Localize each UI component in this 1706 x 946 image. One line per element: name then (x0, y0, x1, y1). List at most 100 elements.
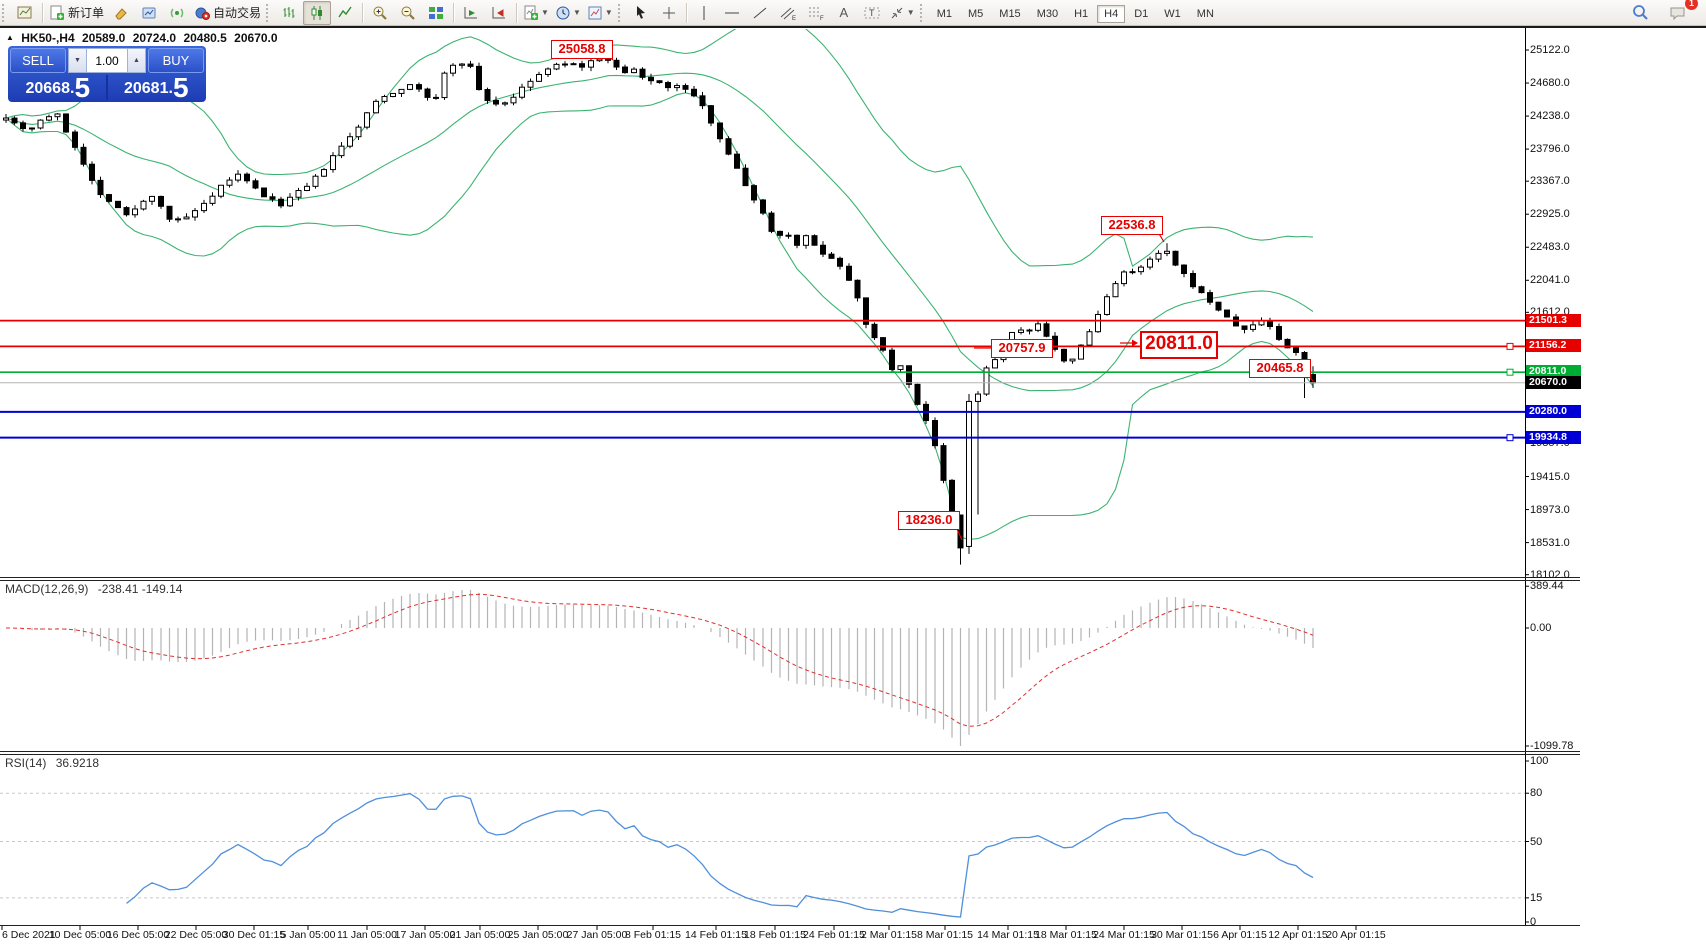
y-axis-tick: 18973.0 (1530, 503, 1570, 516)
sell-price-dot: . (69, 80, 75, 97)
auto-scroll-icon[interactable] (457, 1, 485, 25)
price-callout-22536.8[interactable]: 22536.8 (1101, 216, 1163, 235)
timeframe-D1[interactable]: D1 (1134, 7, 1149, 20)
timeframe-MN[interactable]: MN (1196, 7, 1214, 20)
horizontal-line-tool[interactable] (718, 1, 746, 25)
signals-icon[interactable] (163, 1, 191, 25)
eraser-icon[interactable] (107, 1, 135, 25)
svg-text:E: E (792, 16, 796, 21)
volume-increase-button[interactable]: ▲ (127, 48, 146, 73)
y-axis-tick: 22483.0 (1530, 241, 1570, 254)
buy-price-dot: . (168, 80, 173, 97)
trendline-tool[interactable] (746, 1, 774, 25)
timeframe-M30[interactable]: M30 (1036, 7, 1059, 20)
y-axis-tick: 24238.0 (1530, 110, 1570, 123)
rsi-axis-tick: 15 (1530, 891, 1543, 904)
time-axis-label: 12 Apr 01:15 (1268, 929, 1328, 941)
price-callout-20811.0[interactable]: 20811.0 (1140, 331, 1218, 359)
hline-handle-21156.2[interactable] (1506, 342, 1514, 350)
timeframe-M5[interactable]: M5 (968, 7, 984, 20)
hline-handle-20811.0[interactable] (1506, 368, 1514, 376)
volume-decrease-button[interactable]: ▼ (68, 48, 87, 73)
timeframe-H4[interactable]: H4 (1097, 4, 1126, 23)
chart-shift-icon[interactable] (485, 1, 513, 25)
timeframe-M15[interactable]: M15 (999, 7, 1021, 20)
text-label-tool[interactable]: T (858, 1, 886, 25)
price-callout-20757.9[interactable]: 20757.9 (991, 339, 1053, 358)
time-axis-label: 24 Mar 01:15 (1093, 929, 1155, 941)
separator (362, 2, 364, 23)
toolbar-grip[interactable] (266, 3, 273, 22)
text-tool[interactable]: A (839, 5, 849, 20)
hline-handle-19934.8[interactable] (1506, 434, 1514, 442)
macd-values: -238.41 -149.14 (97, 582, 183, 596)
arrows-tool[interactable]: ▼ (886, 1, 918, 25)
collapse-marker-icon[interactable]: ▲ (6, 33, 14, 42)
time-axis-label: 5 Jan 05:00 (280, 929, 336, 941)
y-axis-tick: 19415.0 (1530, 470, 1570, 483)
time-axis-label: 10 Dec 05:00 (48, 929, 112, 941)
toolbar-grip[interactable] (617, 3, 625, 22)
chevron-down-icon: ▼ (541, 8, 549, 17)
time-axis-label: 30 Dec 01:15 (222, 929, 286, 941)
zoom-out-icon[interactable] (394, 1, 422, 25)
market-watch-icon[interactable] (135, 1, 163, 25)
tile-windows-icon[interactable] (422, 1, 450, 25)
notifications-chat-icon[interactable]: 1 (1664, 0, 1698, 25)
timeframe-W1[interactable]: W1 (1164, 7, 1181, 20)
templates-button[interactable]: ▼ (584, 1, 616, 25)
auto-trading-button[interactable]: 自动交易 (191, 1, 264, 25)
time-axis-label: 6 Dec 2021 (2, 929, 56, 941)
line-chart-type-icon[interactable] (331, 1, 359, 25)
sell-price-big-digit: 5 (74, 72, 91, 103)
macd-signal-line (5, 593, 1314, 727)
cursor-tool[interactable] (627, 1, 655, 25)
callout-arrowhead (1132, 339, 1138, 347)
zoom-in-icon[interactable] (366, 1, 394, 25)
buy-price[interactable]: 20681. 5 (109, 72, 205, 103)
axis-price-tag-21501.3: 21501.3 (1526, 313, 1581, 327)
indicators-button[interactable]: ▼ (520, 1, 552, 25)
macd-axis-tick: 389.44 (1530, 580, 1564, 593)
bar-chart-type-icon[interactable] (275, 1, 303, 25)
buy-price-main: 20681 (123, 80, 169, 97)
y-axis-tick: 18102.0 (1530, 568, 1570, 581)
vertical-line-tool[interactable] (690, 1, 718, 25)
timeframe-M1[interactable]: M1 (936, 7, 952, 20)
price-callout-25058.8[interactable]: 25058.8 (551, 40, 613, 59)
separator (516, 2, 518, 23)
new-order-button[interactable]: 新订单 (46, 1, 107, 25)
macd-axis-tick: 0.00 (1530, 622, 1552, 634)
time-axis-label: 21 Jan 05:00 (449, 929, 511, 941)
rsi-name: RSI(14) (5, 756, 47, 770)
time-axis-label: 11 Jan 05:00 (337, 929, 397, 941)
time-axis-label: 2 Mar 01:15 (860, 929, 918, 941)
fibonacci-tool[interactable]: F (802, 1, 830, 25)
search-icon[interactable] (1626, 1, 1654, 25)
axis-price-tag-21156.2: 21156.2 (1526, 339, 1581, 353)
equidistant-channel-tool[interactable]: E (774, 1, 802, 25)
bollinger-lower (5, 92, 1314, 540)
chart-window-icon[interactable] (11, 1, 39, 25)
candlestick-chart-type-icon[interactable] (303, 0, 332, 25)
price-callout-20465.8[interactable]: 20465.8 (1249, 359, 1311, 378)
periods-button[interactable]: ▼ (552, 1, 584, 25)
crosshair-tool[interactable] (655, 1, 683, 25)
buy-price-big-digit: 5 (172, 72, 189, 103)
y-axis-tick: 24680.0 (1530, 77, 1570, 90)
rsi-axis-tick: 50 (1530, 835, 1543, 848)
svg-text:F: F (820, 16, 824, 21)
y-axis-tick: 25122.0 (1530, 44, 1570, 56)
volume-input[interactable] (87, 48, 127, 73)
rsi-value: 36.9218 (55, 756, 100, 770)
toolbar-grip[interactable] (2, 3, 9, 22)
sell-button[interactable]: SELL (10, 48, 66, 73)
buy-button[interactable]: BUY (148, 48, 204, 73)
candles-layer (3, 54, 1316, 565)
timeframe-H1[interactable]: H1 (1074, 7, 1089, 20)
toolbar-grip[interactable] (919, 3, 927, 22)
sell-price[interactable]: 20668. 5 (10, 72, 108, 103)
time-axis-label: 16 Dec 05:00 (106, 929, 170, 941)
price-callout-18236.0[interactable]: 18236.0 (898, 511, 960, 530)
